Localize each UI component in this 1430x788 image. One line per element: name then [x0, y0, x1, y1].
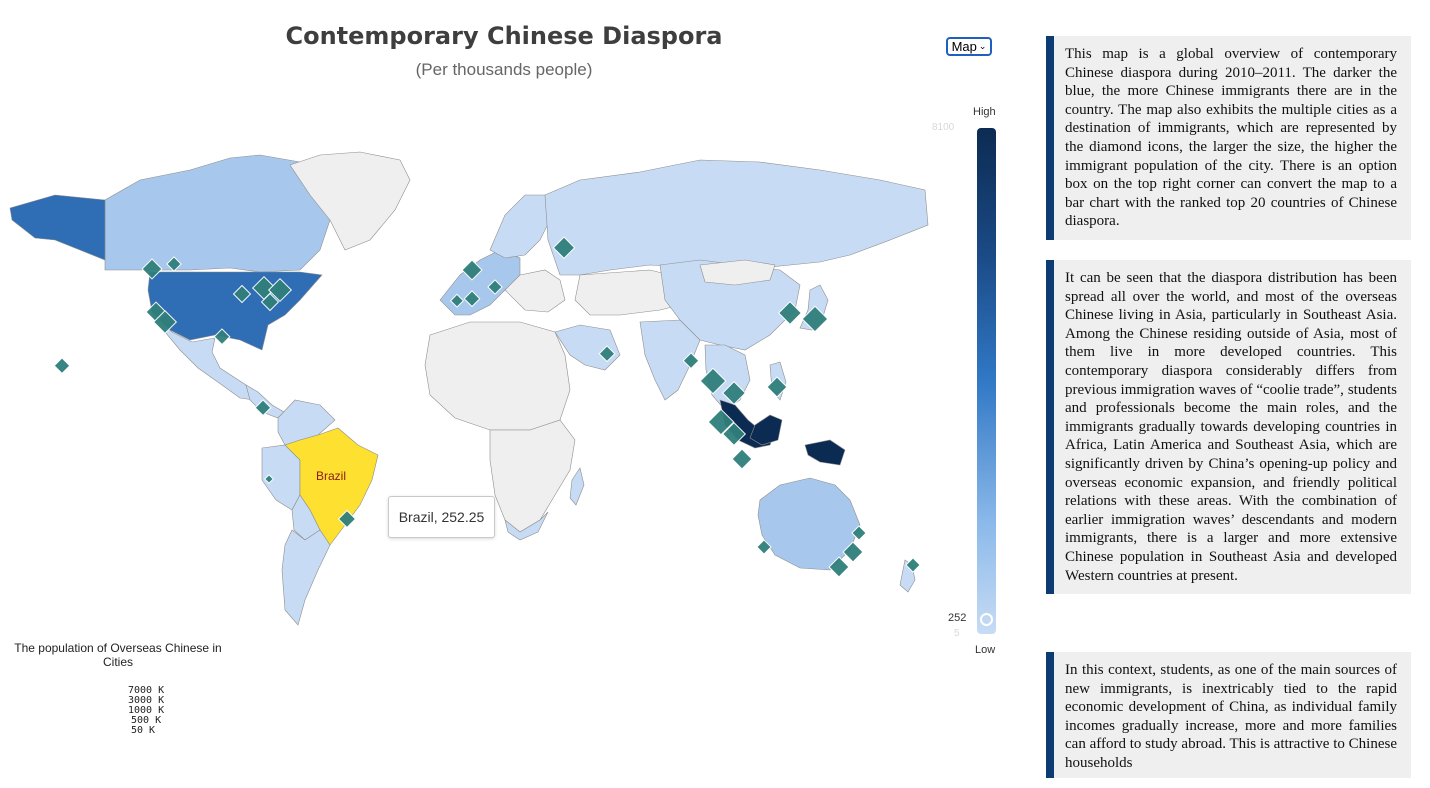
map-title: Contemporary Chinese Diaspora: [285, 22, 723, 50]
narrative-paragraph-3: In this context, students, as one of the…: [1046, 652, 1411, 778]
legend-label-50k: 50 K: [131, 725, 156, 736]
city-marker-panama[interactable]: [254, 399, 272, 417]
city-marker-singapore[interactable]: [721, 421, 747, 447]
city-marker-seoul[interactable]: [777, 300, 803, 326]
city-marker-saopaulo[interactable]: [337, 509, 357, 529]
country-south-africa[interactable]: [504, 511, 549, 541]
country-alaska[interactable]: [9, 194, 106, 261]
city-marker-auckland[interactable]: [905, 557, 921, 573]
narrative-paragraph-2: It can be seen that the diaspora distrib…: [1046, 260, 1411, 595]
city-marker-lima[interactable]: [264, 474, 274, 484]
city-marker-jakarta[interactable]: [731, 448, 753, 470]
city-marker-boston[interactable]: [260, 292, 280, 312]
map-subtitle: (Per thousands people): [415, 60, 593, 79]
country-madagascar[interactable]: [569, 467, 585, 506]
legend-label-3000k: 3000 K: [128, 695, 165, 706]
city-marker-calgary[interactable]: [166, 256, 182, 272]
city-marker-perth[interactable]: [756, 539, 772, 555]
view-select[interactable]: Map ⌄: [946, 37, 992, 56]
color-scale-bar[interactable]: [977, 128, 996, 634]
legend-label-1000k: 1000 K: [128, 705, 165, 716]
chevron-down-icon: ⌄: [978, 41, 987, 51]
country-russia[interactable]: [544, 159, 929, 276]
country-scandinavia[interactable]: [489, 194, 551, 259]
city-marker-vancouver[interactable]: [141, 258, 163, 280]
city-marker-ny[interactable]: [267, 277, 293, 303]
world-map[interactable]: [0, 100, 935, 640]
country-borneo[interactable]: [749, 414, 783, 446]
country-greenland[interactable]: [289, 151, 411, 251]
country-europe-west[interactable]: [439, 249, 521, 316]
city-marker-tokyo[interactable]: [801, 305, 829, 333]
color-scale-current-value: 252: [948, 612, 967, 624]
brazil-country-label: Brazil: [316, 469, 347, 483]
city-marker-la[interactable]: [152, 309, 178, 335]
city-marker-sydney[interactable]: [842, 541, 864, 563]
narrative-paragraph-1: This map is a global overview of contemp…: [1046, 36, 1411, 240]
country-mongolia[interactable]: [699, 259, 776, 286]
city-marker-london[interactable]: [461, 259, 483, 281]
city-marker-brisbane[interactable]: [851, 525, 867, 541]
city-markers: [53, 236, 921, 578]
city-marker-dubai[interactable]: [598, 345, 616, 363]
country-papua[interactable]: [804, 439, 846, 466]
legend-label-7000k: 7000 K: [128, 685, 165, 696]
city-marker-rome[interactable]: [487, 279, 503, 295]
city-marker-melbourne[interactable]: [828, 556, 850, 578]
country-east-europe[interactable]: [504, 269, 566, 313]
country-africa-north[interactable]: [424, 321, 571, 431]
country-africa-south[interactable]: [489, 419, 576, 533]
city-marker-chicago[interactable]: [232, 284, 252, 304]
map-panel: Contemporary Chinese Diaspora (Per thous…: [0, 22, 996, 736]
narrative-column: This map is a global overview of contemp…: [1046, 36, 1411, 778]
city-marker-houston[interactable]: [213, 328, 231, 346]
city-marker-manila[interactable]: [766, 376, 788, 398]
view-select-value: Map: [951, 39, 977, 54]
map-tooltip: Brazil, 252.25: [388, 496, 495, 538]
legend-label-500k: 500 K: [131, 715, 162, 726]
country-australia[interactable]: [757, 477, 861, 571]
city-marker-bangkok[interactable]: [699, 367, 727, 395]
color-scale-low-label: Low: [975, 644, 996, 656]
city-marker-moscow[interactable]: [552, 236, 576, 260]
city-marker-madrid[interactable]: [449, 293, 465, 308]
color-scale-handle[interactable]: [980, 613, 993, 626]
color-scale-min-value: 5: [954, 628, 960, 639]
city-marker-hcmc[interactable]: [721, 380, 747, 406]
country-argentina-chile[interactable]: [281, 529, 331, 626]
city-marker-honolulu[interactable]: [53, 357, 71, 375]
city-marker-paris[interactable]: [463, 290, 481, 308]
city-marker-kl[interactable]: [707, 408, 735, 436]
color-scale-high-label: High: [973, 106, 996, 118]
city-marker-mumbai[interactable]: [682, 352, 700, 370]
color-scale-max-value: 8100: [932, 122, 955, 133]
city-legend-title: The population of Overseas Chinese in Ci…: [14, 641, 222, 669]
